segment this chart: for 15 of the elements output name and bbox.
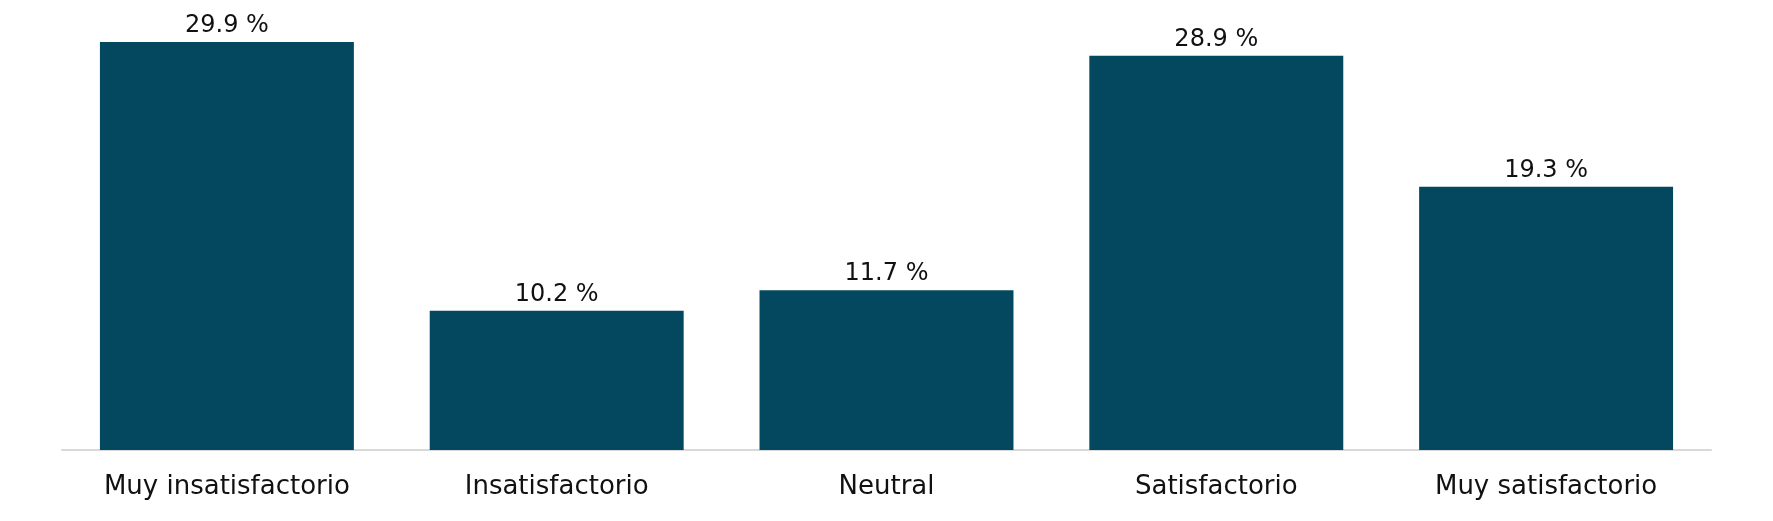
data-label: 29.9 %: [184, 10, 269, 38]
x-tick-label: Insatisfactorio: [464, 470, 649, 500]
data-label: 10.2 %: [514, 278, 599, 307]
bar: [429, 310, 684, 450]
bar: [1089, 55, 1344, 450]
bar: [99, 42, 354, 450]
data-label: 19.3 %: [1504, 154, 1589, 183]
x-tick-label: Satisfactorio: [1134, 470, 1298, 500]
data-label: 28.9 %: [1174, 23, 1259, 52]
x-tick-label: Muy satisfactorio: [1434, 470, 1658, 500]
bar: [1419, 186, 1674, 450]
bar: [759, 290, 1014, 450]
x-tick-label: Neutral: [838, 470, 935, 500]
x-tick-label: Muy insatisfactorio: [103, 470, 350, 500]
data-label: 11.7 %: [844, 258, 929, 287]
